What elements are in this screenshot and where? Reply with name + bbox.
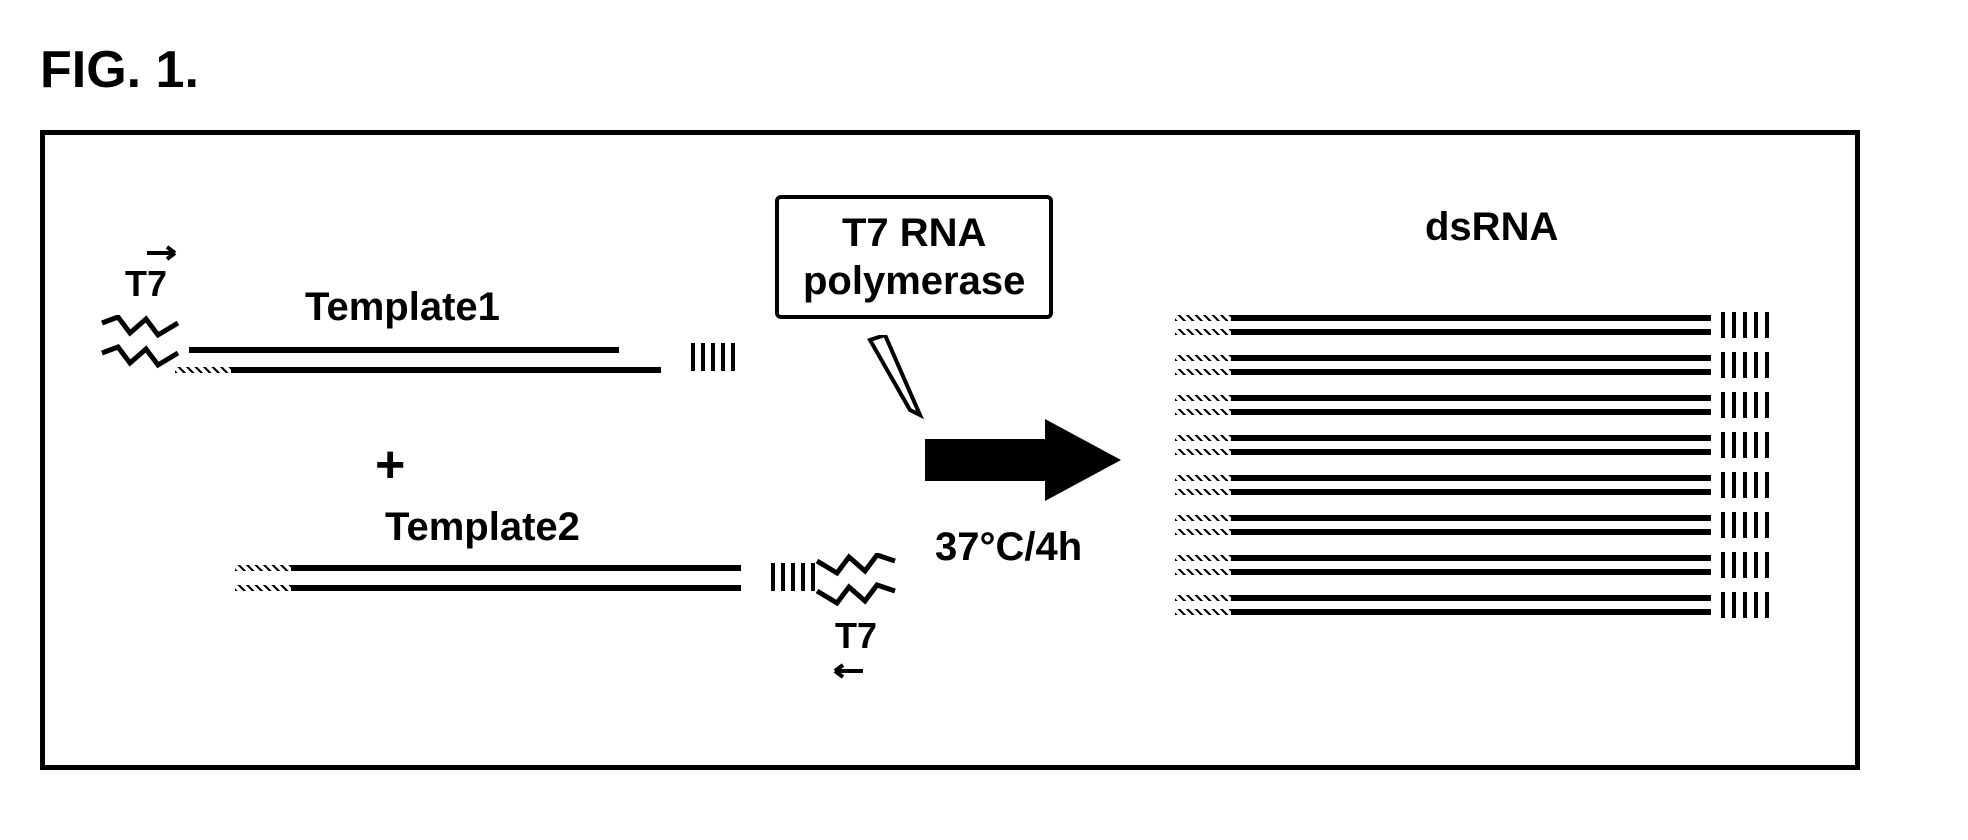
dsrna-strand-row: [1175, 315, 1795, 337]
dsrna-strand-row: [1175, 475, 1795, 497]
callout-line-1: T7 RNA: [803, 209, 1025, 257]
dsrna-strand-row: [1175, 435, 1795, 457]
figure-label: FIG. 1.: [40, 40, 1928, 100]
t7-direction-arrow-bottom: [825, 661, 865, 686]
dsrna-strand-row: [1175, 515, 1795, 537]
dsrna-strand-row: [1175, 555, 1795, 577]
dsrna-strand-row: [1175, 355, 1795, 377]
callout-line-2: polymerase: [803, 257, 1025, 305]
template1-strand: [175, 345, 695, 375]
enzyme-callout: T7 RNA polymerase: [775, 195, 1053, 319]
dsrna-strand-row: [1175, 595, 1795, 617]
dsrna-strand-row: [1175, 395, 1795, 417]
template2-label: Template2: [385, 505, 580, 550]
diagram-panel: T7 RNA polymerase dsRNA T7 Template1 + T…: [40, 130, 1860, 770]
plus-sign: +: [375, 435, 405, 495]
t7-promoter-zigzag-bottom: [815, 553, 905, 618]
t7-promoter-label-bottom: T7: [835, 615, 877, 657]
reaction-condition-label: 37°C/4h: [935, 525, 1082, 570]
dsrna-product-stack: [1175, 315, 1795, 617]
t7-promoter-label-top: T7: [125, 263, 167, 305]
template2-strand: [235, 565, 755, 595]
reaction-arrow-icon: [925, 415, 1125, 510]
dsrna-heading: dsRNA: [1425, 205, 1558, 250]
template1-label: Template1: [305, 285, 500, 330]
